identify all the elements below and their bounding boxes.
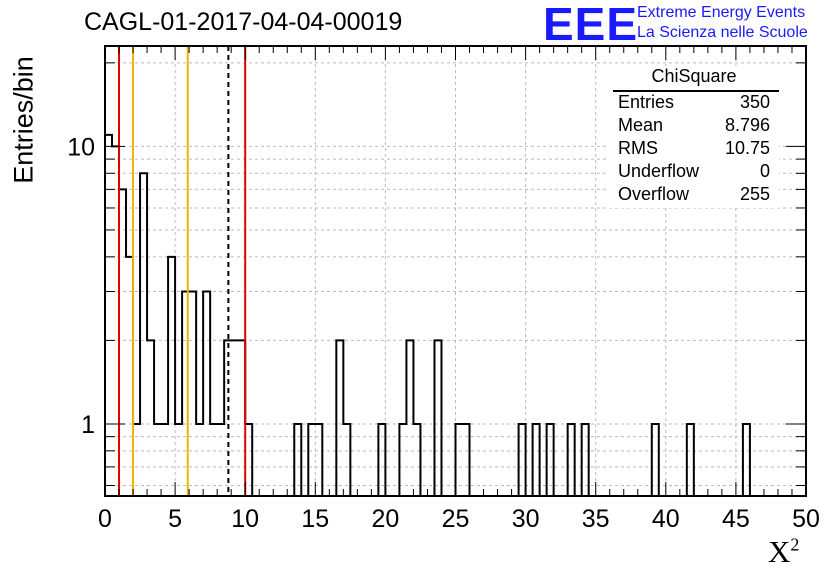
- histogram-bin: [238, 340, 245, 496]
- stats-value: 255: [739, 184, 770, 204]
- stats-divider: [613, 90, 779, 92]
- histogram-bin: [463, 424, 470, 496]
- histogram-bin: [175, 424, 182, 496]
- histogram-bin: [547, 424, 554, 496]
- histogram-bin: [652, 424, 659, 496]
- histogram-bin: [315, 424, 322, 496]
- y-tick-label: 10: [67, 133, 95, 161]
- logo-line-2: La Scienza nelle Scuole: [637, 24, 808, 41]
- histogram-bin: [413, 424, 420, 496]
- histogram-bin: [582, 424, 589, 496]
- histogram-bin: [406, 340, 413, 496]
- histogram-bin: [217, 424, 224, 496]
- histogram-bin: [210, 424, 217, 496]
- histogram-bin: [196, 424, 203, 496]
- stats-row-rms: RMS 10.75: [618, 138, 770, 160]
- stats-row-underflow: Underflow 0: [618, 161, 770, 183]
- x-tick-label: 20: [371, 505, 399, 533]
- stats-value: 350: [739, 92, 770, 112]
- x-tick-label: 25: [442, 505, 470, 533]
- x-axis-label-superscript: 2: [790, 534, 800, 555]
- stats-key: Overflow: [618, 184, 690, 204]
- histogram-bin: [154, 424, 161, 496]
- histogram-bin: [294, 424, 301, 496]
- y-axis-label-box: Entries/bin: [4, 56, 44, 184]
- stats-row-overflow: Overflow 255: [618, 184, 770, 206]
- stats-row-mean: Mean 8.796: [618, 115, 770, 137]
- histogram-bin: [308, 424, 315, 496]
- histogram-bin: [378, 424, 385, 496]
- logo-line-1: Extreme Energy Events: [637, 4, 806, 21]
- stats-key: RMS: [618, 138, 658, 158]
- histogram-bin: [687, 424, 694, 496]
- histogram-bin: [245, 424, 252, 496]
- x-axis-label: X2: [768, 534, 799, 570]
- y-tick-label: 1: [81, 411, 95, 439]
- stats-title: ChiSquare: [651, 66, 737, 86]
- stats-row-entries: Entries 350: [618, 92, 770, 114]
- histogram-bin: [189, 292, 196, 496]
- marker-lines-layer: [118, 46, 247, 496]
- histogram-bin: [533, 424, 540, 496]
- histogram-bin: [434, 340, 441, 496]
- histogram-bin: [456, 424, 463, 496]
- histogram-bin: [168, 257, 175, 496]
- histogram-bin: [147, 340, 154, 496]
- histogram-bin: [231, 340, 238, 496]
- histogram-bin: [126, 257, 133, 496]
- stats-key: Mean: [618, 115, 664, 135]
- histogram-bin: [112, 146, 119, 496]
- stats-value: 0: [759, 161, 770, 181]
- histogram-bin: [399, 424, 406, 496]
- x-tick-label: 50: [792, 505, 820, 533]
- y-axis-label: Entries/bin: [8, 56, 39, 184]
- histogram-bin: [336, 340, 343, 496]
- histogram-bin: [133, 424, 140, 496]
- stats-key: Underflow: [618, 161, 700, 181]
- stats-value: 8.796: [724, 115, 770, 135]
- stats-key: Entries: [618, 92, 675, 112]
- histogram-bin: [161, 424, 168, 496]
- x-axis-label-base: X: [768, 534, 791, 569]
- x-tick-label: 35: [582, 505, 610, 533]
- histogram-bin: [568, 424, 575, 496]
- histogram-bin: [140, 173, 147, 496]
- x-tick-label: 5: [168, 505, 182, 533]
- axis-layer: 0 5 10 15 20 25 30 35 40 45 50 1 10: [67, 45, 820, 533]
- histogram-bin: [743, 424, 750, 496]
- histogram-bin: [203, 292, 210, 496]
- histogram-bin: [119, 189, 126, 496]
- chart-title: CAGL-01-2017-04-04-00019: [84, 8, 403, 36]
- x-tick-label: 30: [512, 505, 540, 533]
- x-tick-label: 40: [652, 505, 680, 533]
- x-tick-label: 15: [301, 505, 329, 533]
- stats-box: ChiSquare Entries 350 Mean 8.796 RMS 10.…: [609, 66, 779, 208]
- eee-logo: EEE: [543, 0, 639, 50]
- histogram-bin: [343, 424, 350, 496]
- x-tick-label: 45: [722, 505, 750, 533]
- histogram-bin: [519, 424, 526, 496]
- x-tick-label: 10: [231, 505, 259, 533]
- x-tick-label: 0: [98, 505, 112, 533]
- stats-value: 10.75: [724, 138, 770, 158]
